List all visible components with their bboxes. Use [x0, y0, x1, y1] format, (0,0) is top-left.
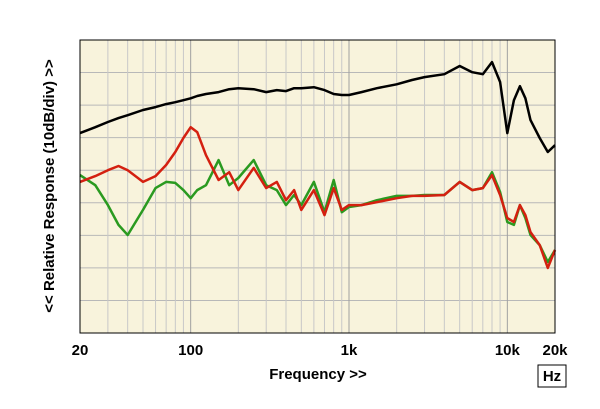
x-tick-label: 20k	[542, 342, 568, 359]
unit-label: Hz	[543, 368, 561, 385]
x-axis-label: Frequency >>	[269, 366, 367, 383]
unit-box	[537, 364, 567, 388]
x-tick-label: 10k	[495, 342, 521, 359]
x-tick-label: 100	[178, 342, 203, 359]
x-tick-label: 20	[72, 342, 89, 359]
response-line	[79, 125, 557, 270]
y-axis-label: << Relative Response (10dB/div) >>	[41, 59, 58, 313]
x-tick-label: 1k	[341, 342, 358, 359]
response-line	[79, 60, 556, 154]
lines	[79, 60, 557, 270]
plot-frame	[79, 39, 556, 334]
